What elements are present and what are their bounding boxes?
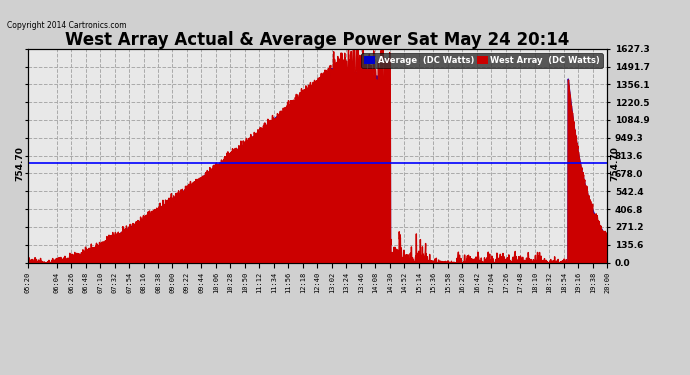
Text: Copyright 2014 Cartronics.com: Copyright 2014 Cartronics.com: [7, 21, 126, 30]
Text: 754.70: 754.70: [610, 146, 619, 181]
Text: 754.70: 754.70: [16, 146, 25, 181]
Legend: Average  (DC Watts), West Array  (DC Watts): Average (DC Watts), West Array (DC Watts…: [362, 53, 602, 68]
Title: West Array Actual & Average Power Sat May 24 20:14: West Array Actual & Average Power Sat Ma…: [66, 31, 569, 49]
